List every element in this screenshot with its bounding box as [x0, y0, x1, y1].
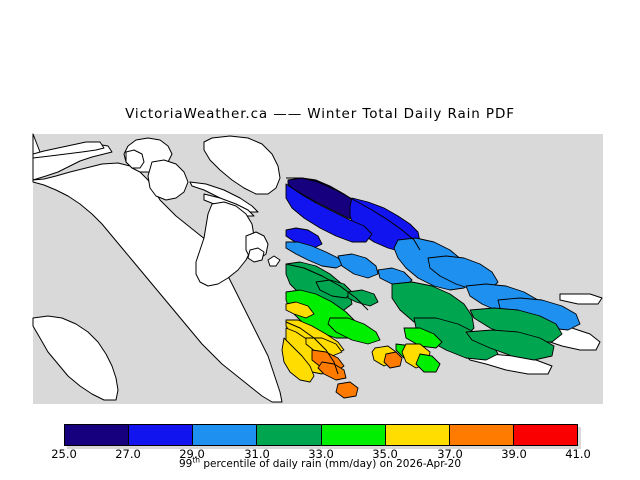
land-central-peninsula [195, 201, 255, 287]
land-inner-island-c [125, 149, 145, 169]
colorbar-band-1[interactable] [129, 425, 194, 445]
contour-region-brightgreen-2 [327, 317, 381, 345]
contour-region-green-7 [347, 289, 379, 307]
coastline-overlay-north [286, 177, 421, 251]
colorbar-tick-6: 37.0 [437, 447, 463, 461]
map-canvas[interactable] [0, 132, 640, 406]
contour-region-lightblue [285, 241, 345, 269]
colorbar-tick-labels: 25.0 27.0 29.0 31.0 33.0 35.0 37.0 39.0 … [0, 447, 640, 463]
colorbar-strip[interactable] [64, 424, 578, 446]
contour-region-green-4 [469, 307, 563, 343]
caption-superscript: th [192, 455, 201, 465]
colorbar-tick-0: 25.0 [51, 447, 77, 461]
coastline-overlay-mid [285, 263, 369, 311]
contour-region-yellow-4 [305, 337, 343, 357]
colorbar-tick-2: 29.0 [179, 447, 205, 461]
contour-region-yellow-3 [281, 337, 315, 383]
colorbar-tick-8: 41.0 [565, 447, 591, 461]
colorbar-tick-5: 35.0 [372, 447, 398, 461]
colorbar-band-6[interactable] [449, 425, 514, 445]
contour-region-lightblue-6 [337, 253, 379, 279]
colorbar-caption: 99th percentile of daily rain (mm/day) o… [0, 455, 640, 470]
contour-region-green-5 [465, 329, 555, 361]
colorbar-legend: 25.0 27.0 29.0 31.0 33.0 35.0 37.0 39.0 … [0, 420, 640, 480]
land-upper-right-island [203, 135, 281, 195]
map-svg [32, 133, 603, 404]
colorbar-band-4[interactable] [321, 425, 386, 445]
contour-region-brightgreen-3 [403, 327, 443, 349]
colorbar-band-7[interactable] [513, 425, 577, 445]
contour-region-blue-3 [285, 227, 323, 249]
land-nw-peninsula [32, 141, 105, 159]
caption-suffix: percentile of daily rain (mm/day) on 202… [200, 458, 462, 470]
colorbar-tick-1: 27.0 [115, 447, 141, 461]
colorbar-tick-3: 31.0 [244, 447, 270, 461]
colorbar-tick-7: 39.0 [501, 447, 527, 461]
contour-region-blue-2 [285, 183, 373, 243]
colorbar-band-2[interactable] [193, 425, 258, 445]
colorbar-tick-4: 33.0 [308, 447, 334, 461]
land-islet-small-diamond [267, 255, 281, 267]
land-strait-sliver [189, 181, 259, 213]
contour-region-yellow-5 [285, 301, 315, 319]
colorbar-band-0[interactable] [65, 425, 130, 445]
land-southern-shore [32, 315, 119, 401]
colorbar-band-5[interactable] [385, 425, 450, 445]
land-islet-central-2 [247, 247, 265, 263]
colorbar-band-3[interactable] [257, 425, 322, 445]
contour-islet-orange-1 [383, 351, 403, 369]
page-title: VictoriaWeather.ca —— Winter Total Daily… [125, 106, 515, 122]
contour-islet-green-bottom [415, 353, 441, 373]
coastline-overlay-south [285, 321, 339, 375]
land-inner-island-b [147, 159, 189, 201]
contour-region-orange-2 [317, 361, 347, 381]
contour-islet-orange-2 [335, 381, 359, 399]
land-right-sliver [559, 293, 603, 305]
caption-prefix: 99 [178, 458, 193, 470]
